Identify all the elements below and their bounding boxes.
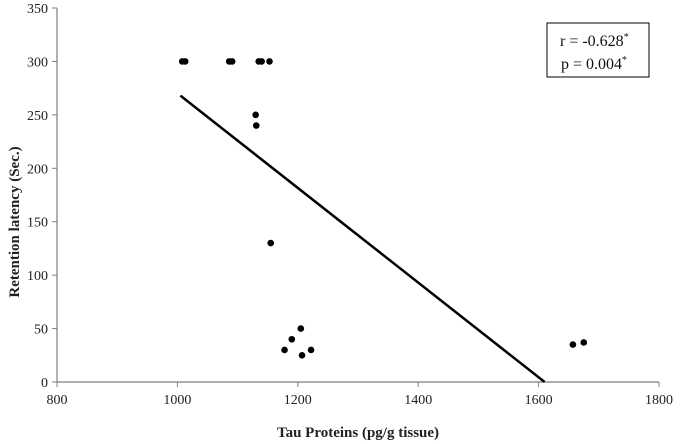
- data-point: [281, 346, 288, 354]
- axes: [52, 7, 660, 387]
- x-tick-label: 1400: [404, 393, 432, 408]
- data-point: [288, 335, 296, 343]
- x-tick-label: 1200: [284, 393, 312, 408]
- data-point: [267, 239, 275, 247]
- p-value-main: p = 0.004: [561, 56, 622, 73]
- y-tick-label: 300: [27, 55, 48, 70]
- y-axis-title: Retention latency (Sec.): [7, 146, 23, 297]
- x-tick-label: 1600: [525, 393, 553, 408]
- x-tick-label: 1000: [163, 393, 191, 408]
- data-point: [181, 58, 189, 65]
- data-point: [252, 122, 260, 129]
- data-point: [297, 325, 305, 332]
- y-tick-label: 200: [27, 162, 48, 177]
- data-point: [580, 339, 588, 346]
- trendline-group: [179, 94, 546, 383]
- data-point: [307, 346, 315, 354]
- trendline: [179, 94, 546, 383]
- stats-box: r = -0.628* p = 0.004*: [546, 22, 650, 78]
- tick-labels: 0 50 100 150 200 250 300 350 800 1000 1200 1400 1600…: [27, 2, 673, 408]
- data-point: [569, 341, 577, 348]
- y-tick-label: 350: [27, 2, 48, 17]
- data-points: [178, 58, 588, 359]
- y-tick-label: 0: [41, 376, 48, 391]
- r-value-sup: *: [624, 32, 629, 43]
- y-tick-label: 100: [27, 269, 48, 284]
- data-point: [266, 58, 273, 65]
- r-value-main: r = -0.628: [560, 33, 624, 50]
- y-tick-label: 250: [27, 109, 48, 124]
- x-axis-title: Tau Proteins (pg/g tissue): [277, 425, 439, 441]
- x-tick-label: 800: [47, 393, 68, 408]
- x-tick-label: 1800: [645, 393, 673, 408]
- data-point: [298, 351, 306, 359]
- data-point: [258, 58, 265, 65]
- p-value-text: p = 0.004*: [561, 55, 627, 73]
- r-value-text: r = -0.628*: [560, 32, 629, 50]
- data-point: [252, 111, 259, 119]
- y-tick-label: 50: [34, 323, 48, 338]
- p-value-sup: *: [622, 55, 627, 66]
- stats-box-border: [546, 22, 650, 78]
- data-point: [228, 58, 236, 65]
- y-tick-label: 150: [27, 216, 48, 231]
